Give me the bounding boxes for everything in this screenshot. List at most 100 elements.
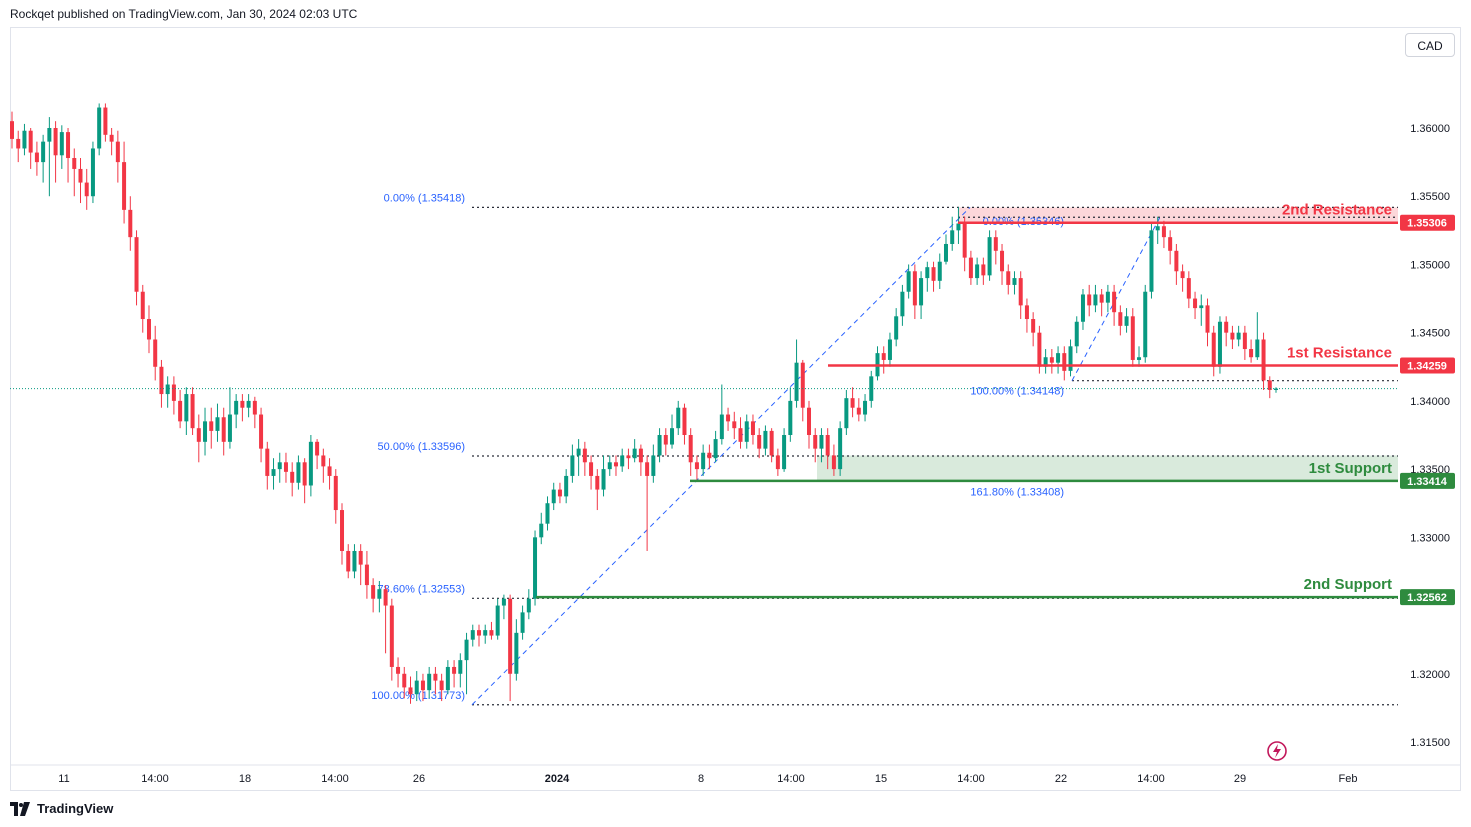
candle-body-171 bbox=[1074, 321, 1079, 347]
candle-body-42 bbox=[271, 469, 276, 476]
x-tick-label-8: 15 bbox=[875, 773, 887, 785]
candle-body-82 bbox=[520, 612, 525, 633]
candle-131 bbox=[825, 428, 830, 470]
candle-body-43 bbox=[277, 462, 282, 470]
candle-body-94 bbox=[595, 475, 600, 490]
candle-1 bbox=[16, 130, 21, 163]
candle-182 bbox=[1143, 284, 1148, 363]
fib-trend-1 bbox=[471, 207, 971, 706]
candle-body-107 bbox=[676, 407, 681, 429]
candle-116 bbox=[732, 411, 737, 440]
candle-body-59 bbox=[377, 589, 382, 599]
candle-body-163 bbox=[1024, 305, 1029, 320]
candle-28 bbox=[184, 387, 189, 435]
x-tick-label-4: 26 bbox=[413, 773, 425, 785]
candle-body-175 bbox=[1099, 294, 1104, 303]
candle-190 bbox=[1193, 291, 1198, 320]
candle-4 bbox=[34, 141, 39, 176]
candle-body-188 bbox=[1180, 271, 1185, 279]
candle-57 bbox=[364, 550, 369, 599]
candle-64 bbox=[408, 676, 413, 704]
candle-102 bbox=[645, 455, 650, 551]
candle-140 bbox=[881, 346, 886, 374]
candle-137 bbox=[863, 394, 868, 422]
candle-body-193 bbox=[1211, 332, 1216, 367]
candle-14 bbox=[97, 103, 102, 156]
candle-body-146 bbox=[919, 278, 924, 306]
candle-96 bbox=[607, 455, 612, 476]
candle-body-162 bbox=[1018, 278, 1023, 306]
candle-173 bbox=[1087, 284, 1092, 317]
candle-0 bbox=[10, 111, 14, 149]
candle-body-92 bbox=[582, 448, 587, 463]
candle-125 bbox=[788, 387, 793, 442]
candle-80 bbox=[508, 594, 513, 702]
candle-156 bbox=[981, 257, 986, 285]
candle-107 bbox=[676, 400, 681, 435]
candle-195 bbox=[1224, 316, 1229, 347]
candle-body-167 bbox=[1049, 357, 1054, 363]
candle-149 bbox=[937, 253, 942, 290]
candle-body-184 bbox=[1155, 226, 1160, 231]
candle-54 bbox=[346, 544, 351, 579]
candle-58 bbox=[371, 578, 376, 613]
candle-36 bbox=[234, 394, 239, 429]
candle-body-87 bbox=[551, 489, 556, 504]
candle-105 bbox=[663, 428, 668, 456]
candle-body-51 bbox=[327, 466, 332, 476]
tradingview-logo-icon bbox=[10, 801, 30, 816]
candle-body-181 bbox=[1137, 357, 1142, 360]
candle-118 bbox=[744, 414, 749, 449]
candle-35 bbox=[227, 387, 232, 449]
candle-98 bbox=[620, 448, 625, 472]
tradingview-footer[interactable]: TradingView bbox=[10, 801, 113, 816]
candle-body-99 bbox=[626, 455, 631, 459]
candle-153 bbox=[962, 216, 967, 272]
candle-body-86 bbox=[545, 503, 550, 524]
candle-body-16 bbox=[109, 134, 114, 142]
level-label-3: 2nd Support bbox=[1304, 576, 1392, 593]
candle-66 bbox=[420, 673, 425, 702]
candle-body-7 bbox=[53, 128, 58, 156]
candle-body-63 bbox=[402, 673, 407, 688]
candle-body-19 bbox=[128, 209, 133, 238]
candle-body-177 bbox=[1112, 291, 1117, 313]
fib-label-6: 161.80% (1.33408) bbox=[970, 487, 1064, 499]
candle-body-90 bbox=[570, 455, 575, 476]
tradingview-brand: TradingView bbox=[37, 801, 114, 816]
candle-99 bbox=[626, 448, 631, 470]
candle-72 bbox=[458, 653, 463, 688]
fib-lines: 0.00% (1.35418) 50.00% (1.33596) 78.60% (1… bbox=[371, 192, 1398, 706]
candle-body-108 bbox=[682, 407, 687, 435]
candle-164 bbox=[1031, 312, 1036, 347]
candle-121 bbox=[763, 425, 768, 456]
candle-body-39 bbox=[252, 400, 257, 415]
candle-body-103 bbox=[651, 455, 656, 476]
candle-body-72 bbox=[458, 660, 463, 674]
candle-body-195 bbox=[1224, 321, 1229, 333]
lightning-icon[interactable] bbox=[1266, 740, 1288, 762]
candle-body-129 bbox=[813, 435, 818, 449]
candle-body-111 bbox=[701, 452, 706, 470]
candle-110 bbox=[694, 455, 699, 481]
x-tick-label-3: 14:00 bbox=[321, 773, 349, 785]
candle-38 bbox=[246, 394, 251, 418]
candle-body-44 bbox=[283, 462, 288, 472]
candle-body-151 bbox=[950, 230, 955, 244]
price-tag-label-0: 1.35306 bbox=[1407, 218, 1447, 230]
candle-201 bbox=[1261, 332, 1266, 390]
candle-body-74 bbox=[470, 630, 475, 640]
candle-body-49 bbox=[315, 441, 320, 456]
currency-button[interactable]: CAD bbox=[1405, 33, 1455, 57]
candle-12 bbox=[84, 168, 89, 210]
candle-body-96 bbox=[607, 462, 612, 470]
candle-108 bbox=[682, 403, 687, 445]
candle-body-52 bbox=[333, 475, 338, 511]
candle-63 bbox=[402, 666, 407, 699]
candle-106 bbox=[670, 414, 675, 449]
candle-body-27 bbox=[178, 400, 183, 422]
candle-body-144 bbox=[906, 271, 911, 292]
y-tick-label-2: 1.35000 bbox=[1410, 259, 1450, 271]
candle-body-3 bbox=[28, 130, 33, 153]
